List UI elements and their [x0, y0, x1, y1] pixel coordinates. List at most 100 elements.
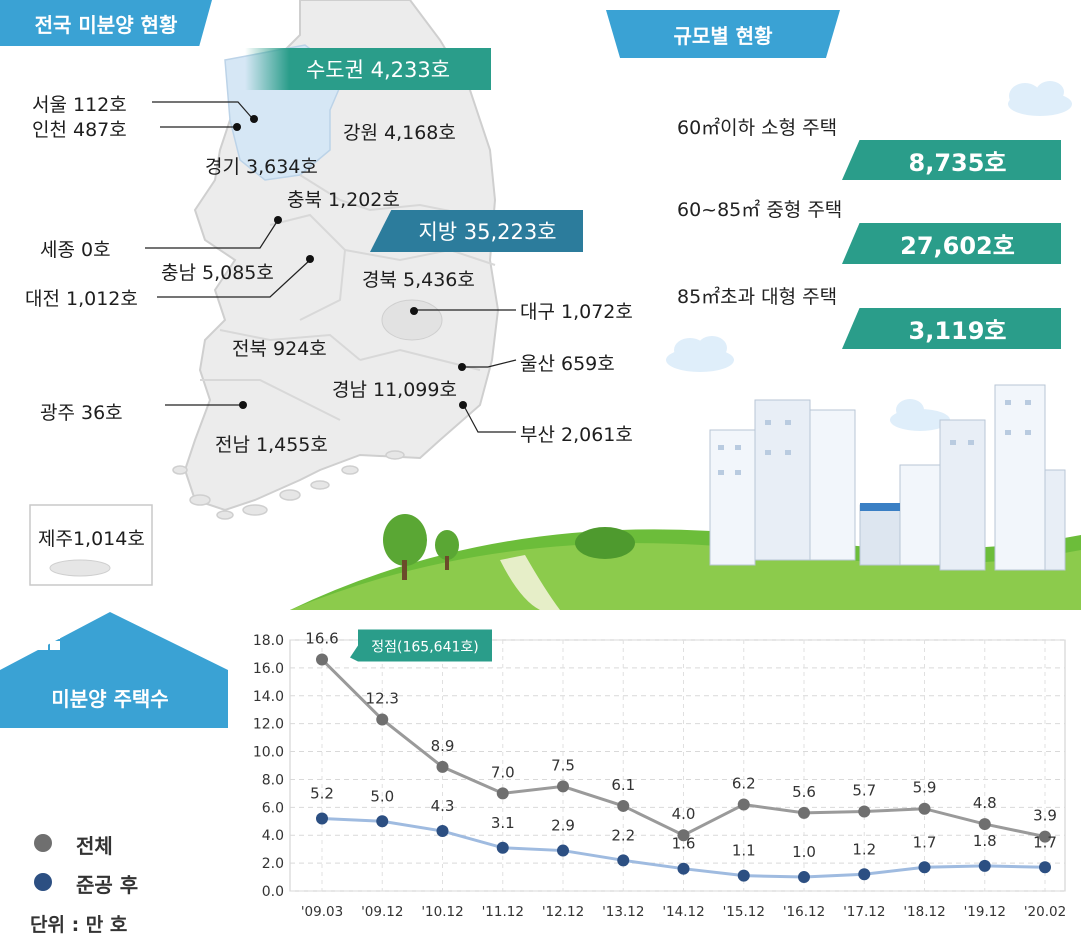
label-daegu: 대구 1,072호 — [520, 301, 633, 323]
x-tick-label: '09.03 — [301, 904, 343, 920]
data-label-total: 12.3 — [366, 689, 399, 707]
data-point-total — [737, 798, 750, 811]
x-tick-label: '16.12 — [783, 904, 825, 920]
data-label-after: 1.8 — [973, 832, 997, 850]
data-point-after — [918, 861, 931, 874]
data-point-total — [316, 653, 328, 666]
peak-callout — [350, 629, 492, 662]
data-label-after: 5.2 — [310, 784, 334, 802]
legend-total-dot — [34, 834, 52, 852]
label-jeonbuk: 전북 924호 — [232, 338, 327, 360]
data-point-after — [858, 868, 871, 881]
label-jeju: 제주1,014호 — [38, 528, 145, 550]
small-housing-value: 8,735호 — [908, 148, 1007, 177]
x-tick-label: '12.12 — [542, 904, 584, 920]
data-label-after: 1.6 — [672, 835, 696, 853]
data-point-total — [858, 805, 871, 818]
data-point-total — [918, 802, 931, 815]
data-point-total — [557, 780, 569, 793]
data-label-total: 16.6 — [305, 630, 338, 648]
medium-housing-label: 60~85㎡ 중형 주택 — [677, 199, 843, 221]
small-housing-label: 60㎡이하 소형 주택 — [677, 117, 838, 139]
capital-total-box: 수도권 4,233호 — [245, 48, 491, 90]
data-point-after — [496, 841, 509, 854]
y-tick-label: 14.0 — [253, 689, 284, 705]
medium-housing-value-box: 27,602호 — [842, 223, 1061, 264]
y-tick-label: 18.0 — [253, 633, 284, 649]
x-tick-label: '15.12 — [723, 904, 765, 920]
unit-label: 단위 : 만 호 — [30, 914, 128, 936]
y-tick-label: 12.0 — [253, 717, 284, 733]
label-sejong: 세종 0호 — [40, 239, 111, 261]
legend-after-dot — [34, 873, 52, 891]
data-label-total: 3.9 — [1033, 807, 1057, 825]
korea-map — [29, 0, 1081, 610]
label-chungbuk: 충북 1,202호 — [287, 189, 400, 211]
data-label-after: 5.0 — [370, 787, 394, 805]
data-point-after — [376, 815, 389, 828]
x-tick-label: '19.12 — [964, 904, 1006, 920]
window-icon — [38, 630, 60, 650]
x-tick-label: '20.02 — [1024, 904, 1066, 920]
data-point-total — [436, 760, 449, 773]
data-label-total: 5.7 — [852, 782, 876, 800]
local-total-box: 지방 35,223호 — [370, 210, 583, 252]
label-gangwon: 강원 4,168호 — [343, 122, 456, 144]
x-tick-label: '14.12 — [662, 904, 704, 920]
data-point-after — [978, 859, 991, 872]
label-gyeongnam: 경남 11,099호 — [332, 379, 457, 401]
data-point-after — [798, 871, 810, 884]
data-point-after — [677, 862, 690, 875]
unsold-housing-chart: 0.0 2.0 4.0 6.0 8.0 10.0 12.0 14.0 16.0 18.0 '09.0… — [253, 629, 1066, 920]
label-seoul: 서울 112호 — [32, 94, 127, 116]
small-housing-value-box: 8,735호 — [842, 140, 1061, 180]
data-point-after — [557, 844, 569, 857]
y-tick-label: 2.0 — [262, 856, 284, 872]
data-point-total — [1039, 830, 1051, 843]
label-ulsan: 울산 659호 — [520, 353, 615, 375]
legend-after-label: 준공 후 — [76, 873, 139, 897]
data-point-after — [316, 812, 328, 825]
data-point-after — [617, 854, 630, 867]
data-point-after — [737, 869, 750, 882]
label-chungnam: 충남 5,085호 — [161, 262, 274, 284]
data-label-after: 1.7 — [913, 833, 937, 851]
data-label-after: 2.2 — [611, 826, 635, 844]
label-jeonnam: 전남 1,455호 — [215, 434, 328, 456]
house-banner — [0, 612, 228, 728]
label-gwangju: 광주 36호 — [40, 402, 123, 424]
data-label-after: 1.7 — [1033, 833, 1057, 851]
peak-annotation: 정점(165,641호) — [371, 640, 478, 656]
data-label-total: 4.8 — [973, 794, 997, 812]
label-incheon: 인천 487호 — [32, 119, 127, 141]
y-tick-label: 0.0 — [262, 884, 284, 900]
data-label-after: 1.0 — [792, 843, 816, 861]
data-label-total: 6.2 — [732, 775, 756, 793]
plot-area — [289, 639, 1066, 892]
data-point-total — [798, 806, 810, 819]
x-tick-label: '11.12 — [482, 904, 524, 920]
data-point-after — [1039, 861, 1051, 874]
label-busan: 부산 2,061호 — [520, 424, 633, 446]
data-label-after: 2.9 — [551, 817, 575, 835]
data-point-total — [376, 713, 389, 726]
y-tick-label: 6.0 — [262, 800, 284, 816]
label-daejeon: 대전 1,012호 — [25, 288, 138, 310]
national-title-banner: 전국 미분양 현황 — [0, 0, 212, 46]
data-label-total: 6.1 — [611, 776, 635, 794]
data-point-total — [677, 829, 690, 842]
count-title: 미분양 주택수 — [51, 686, 169, 711]
medium-housing-value: 27,602호 — [900, 232, 1015, 260]
large-housing-value: 3,119호 — [908, 317, 1007, 345]
data-label-after: 4.3 — [431, 797, 455, 815]
data-point-after — [436, 825, 449, 838]
data-point-total — [617, 799, 630, 812]
y-tick-label: 10.0 — [253, 745, 284, 761]
data-label-total: 8.9 — [431, 737, 455, 755]
capital-total: 수도권 4,233호 — [305, 58, 451, 82]
data-point-total — [496, 787, 509, 800]
x-tick-label: '18.12 — [903, 904, 945, 920]
x-tick-label: '09.12 — [361, 904, 403, 920]
data-label-after: 1.2 — [852, 840, 876, 858]
scale-title: 규모별 현황 — [673, 23, 773, 48]
